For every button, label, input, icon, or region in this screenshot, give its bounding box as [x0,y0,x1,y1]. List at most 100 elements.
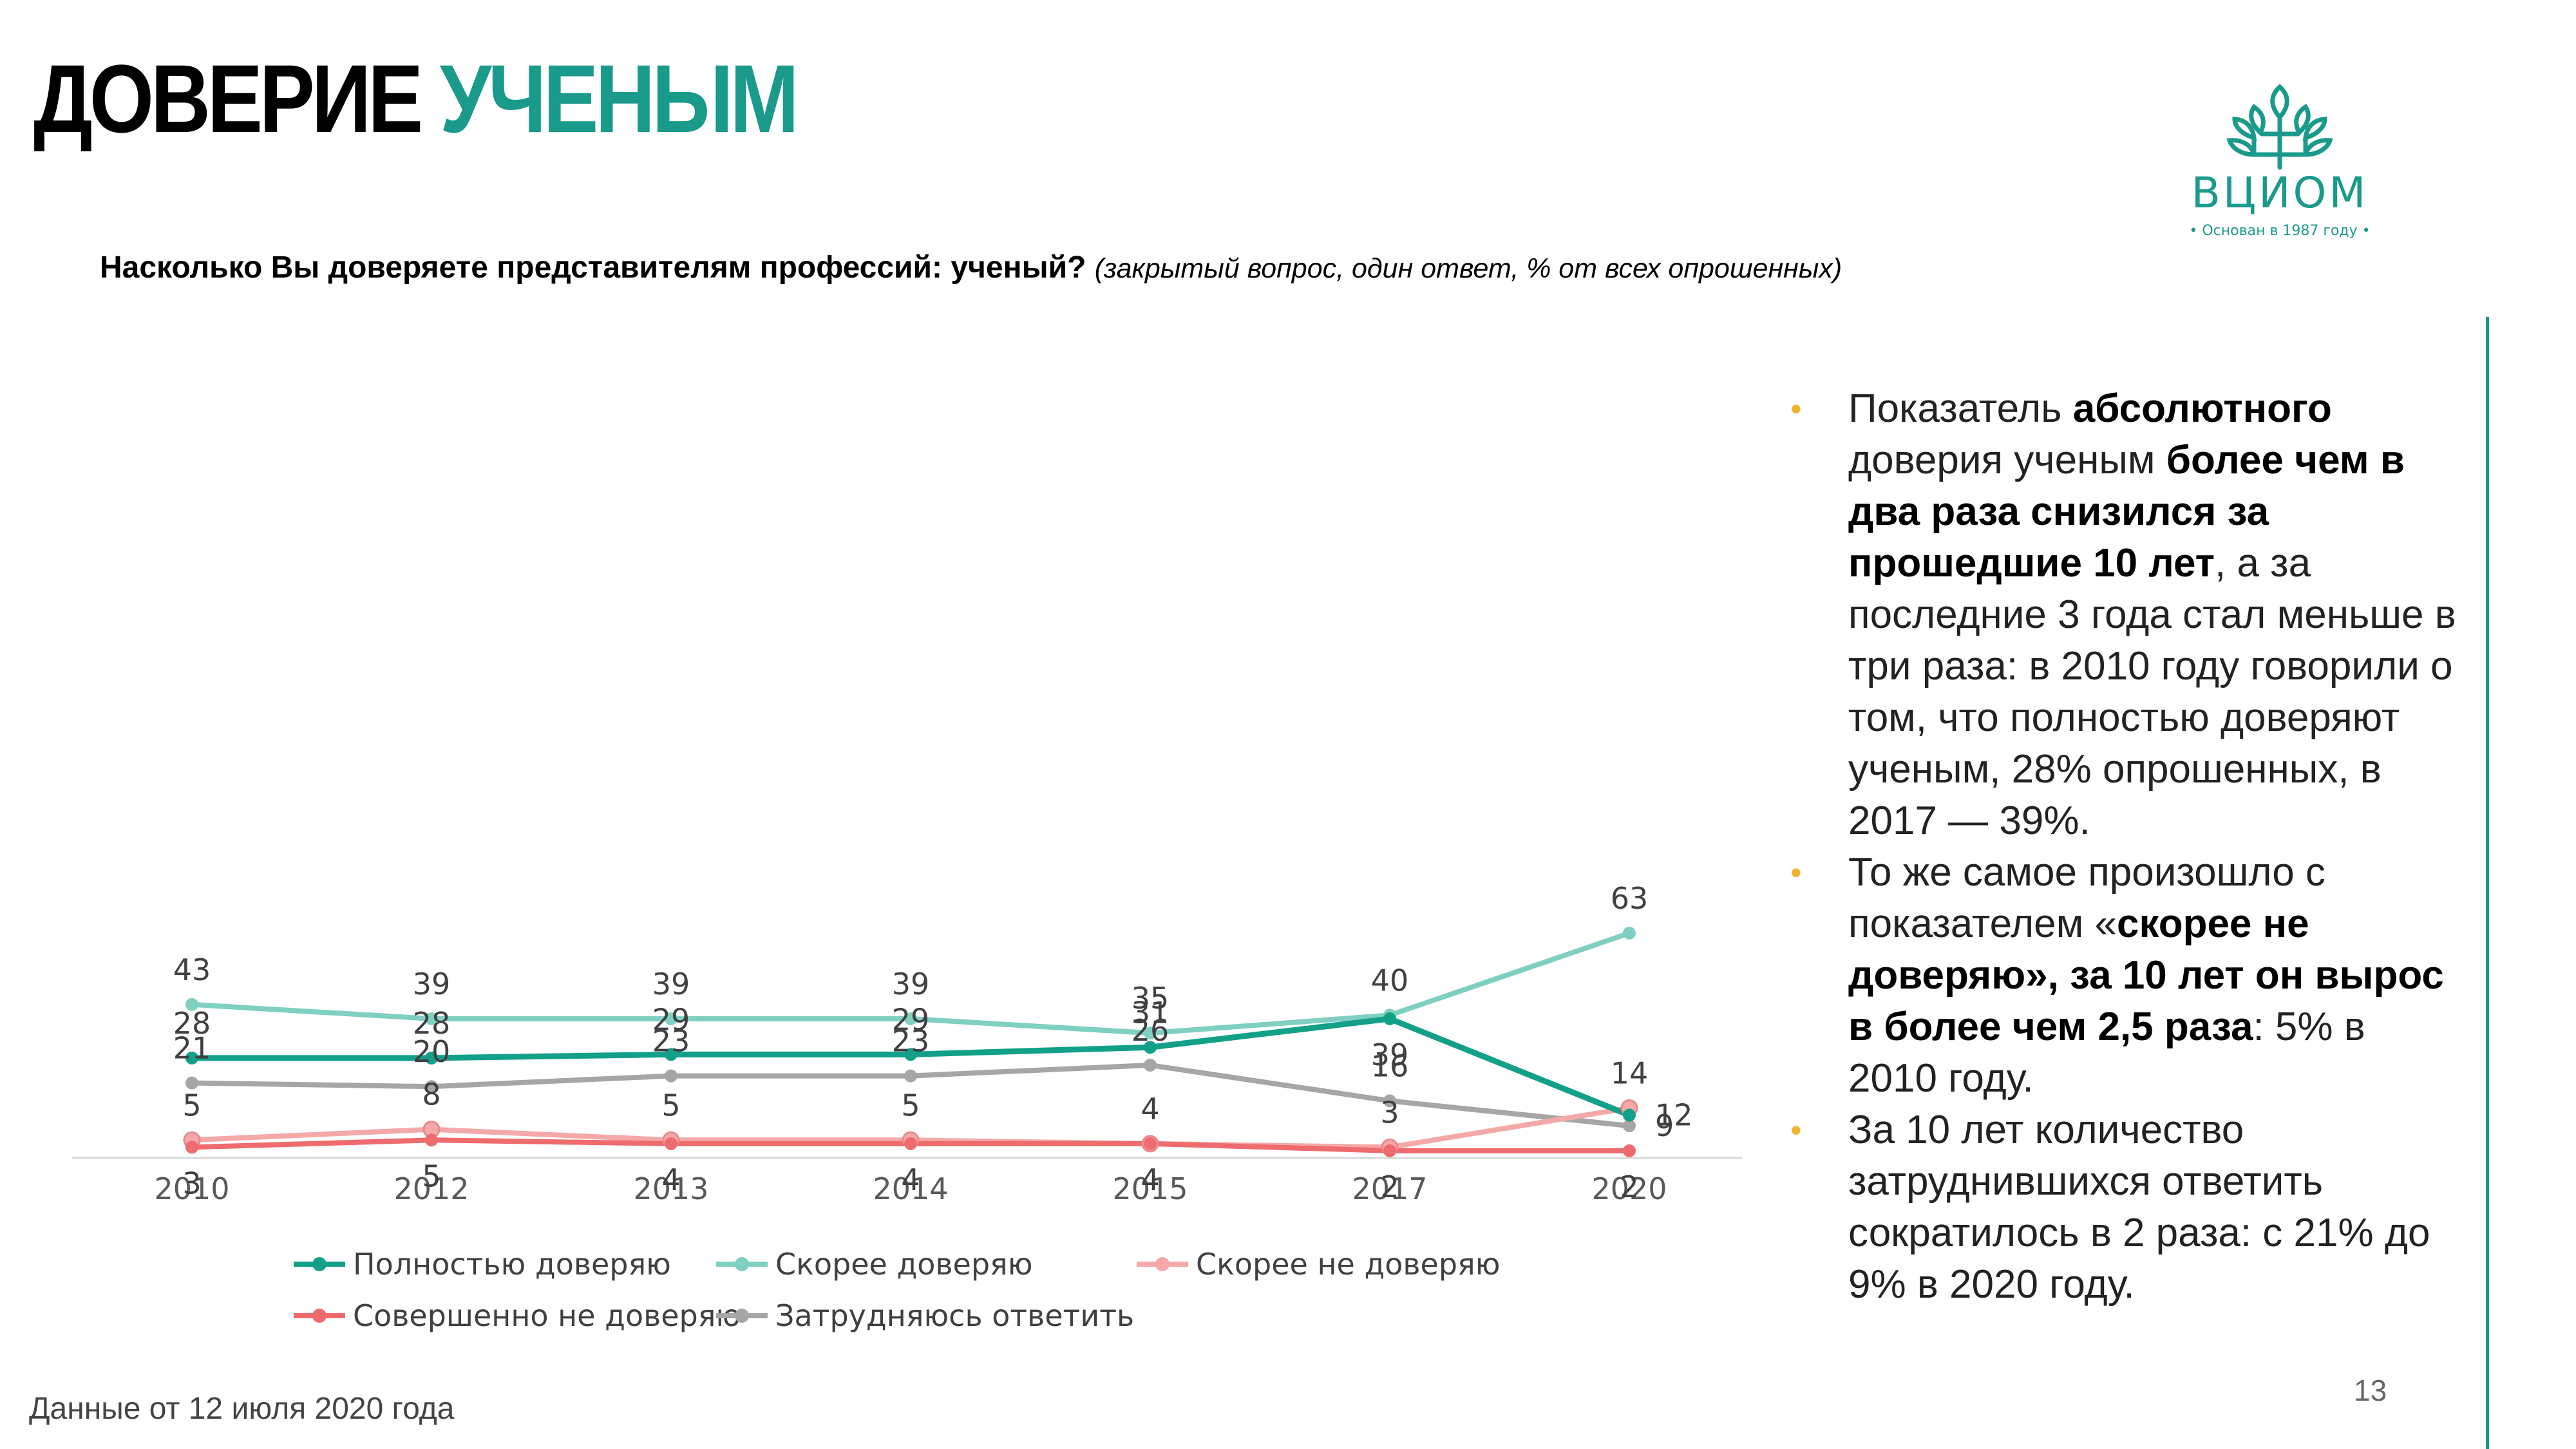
logo-name: ВЦИОМ [2192,168,2369,218]
finding-text: За 10 лет количество затруднившихся отве… [1848,1108,2430,1307]
data-label: 2 [1620,1170,1638,1204]
vciom-logo: ВЦИОМ • Основан в 1987 году • [2189,84,2371,239]
data-label: 9 [1655,1108,1674,1143]
data-point [185,1051,198,1065]
data-label: 3 [182,1166,201,1200]
data-point [904,1012,917,1025]
bullet-dot-icon: • [1790,391,1802,427]
data-label: 29 [892,1002,930,1037]
legend-marker [1155,1257,1170,1271]
data-label: 40 [1371,963,1409,998]
data-point [425,1051,438,1065]
data-label: 29 [652,1002,690,1037]
data-label: 39 [1371,1037,1409,1072]
finding-text: : 5% в 2010 году. [1848,1005,2365,1101]
data-point [665,1137,677,1150]
legend-marker [312,1257,327,1271]
legend-label: Полностью доверяю [353,1247,671,1282]
data-label: 20 [413,1034,451,1069]
finding-emphasis: абсолютного [2072,386,2332,431]
legend-label: Затрудняюсь ответить [775,1298,1134,1333]
data-point [185,1076,198,1090]
page-number: 13 [2354,1374,2387,1407]
data-label: 28 [173,1006,211,1041]
title-word-2: УЧЕНЫМ [439,44,799,153]
x-tick-label: 2015 [1112,1171,1188,1206]
data-point [425,1012,438,1025]
data-point [1383,1094,1396,1108]
data-point [425,1133,438,1147]
data-point [665,1069,677,1083]
data-label: 39 [652,967,690,1001]
data-label: 3 [1380,1095,1399,1130]
data-label: 63 [1611,881,1649,916]
data-label: 2 [1380,1170,1399,1204]
data-label: 4 [901,1162,920,1197]
data-point [665,1048,677,1061]
legend-label: Совершенно не доверяю [353,1298,741,1333]
data-point [1144,1058,1157,1072]
data-point [904,1048,917,1061]
data-point [1144,1137,1157,1150]
data-point [425,1080,438,1094]
x-tick-label: 2017 [1352,1171,1427,1206]
x-tick-label: 2014 [873,1171,948,1206]
bullet-dot-icon: • [1790,1112,1802,1148]
legend-marker [735,1257,749,1271]
finding-text: Показатель [1848,386,2073,431]
data-label: 12 [1655,1098,1693,1133]
data-point [1144,1041,1157,1054]
data-point [185,998,198,1011]
data-label: 28 [413,1006,451,1041]
x-tick-label: 2010 [154,1171,229,1206]
legend-label: Скорее не доверяю [1196,1247,1500,1282]
finding-item: • За 10 лет количество затруднившихся отв… [1777,1104,2460,1311]
data-label: 35 [1132,981,1170,1016]
title-word-1: ДОВЕРИЕ [33,44,423,153]
legend-label: Скорее доверяю [775,1247,1032,1282]
data-label: 39 [413,967,451,1001]
legend-marker [312,1309,327,1323]
data-label: 43 [173,952,211,987]
accent-divider [2486,317,2489,1449]
data-label: 4 [1141,1092,1159,1126]
data-point [1623,1144,1636,1157]
finding-text: , а за последние 3 года стал меньше в тр… [1848,541,2456,843]
finding-item: • То же самое произошло с показателем «ск… [1777,847,2460,1104]
data-label: 5 [661,1088,680,1122]
finding-text: То же самое произошло с показателем « [1848,850,2325,946]
x-tick-label: 2013 [633,1171,708,1206]
data-label: 4 [1141,1162,1159,1197]
bullet-dot-icon: • [1790,855,1802,891]
data-date-note: Данные от 12 июля 2020 года [29,1392,455,1426]
question-note: (закрытый вопрос, один ответ, % от всех … [1094,253,1842,284]
findings-list: • Показатель абсолютного доверия ученым б… [1777,383,2460,1311]
data-point [1623,926,1636,940]
page-title: ДОВЕРИЕ УЧЕНЫМ [33,50,799,147]
tree-icon [2226,84,2333,170]
data-label: 23 [652,1024,690,1059]
x-tick-label: 2012 [393,1171,469,1206]
data-label: 5 [422,1159,440,1193]
data-point [665,1012,677,1025]
data-label: 14 [1611,1056,1649,1090]
x-tick-label: 2020 [1591,1171,1667,1206]
data-point [1383,1012,1396,1025]
question-text: Насколько Вы доверяете представителям пр… [100,251,1086,285]
data-label: 31 [1132,995,1170,1030]
logo-tagline: • Основан в 1987 году • [2189,223,2370,239]
finding-item: • Показатель абсолютного доверия ученым б… [1777,383,2460,847]
survey-question: Насколько Вы доверяете представителям пр… [100,250,1842,285]
data-point [1144,1027,1157,1040]
data-label: 26 [1132,1013,1170,1048]
data-point [1623,1119,1636,1133]
data-point [1383,1144,1396,1157]
data-label: 23 [892,1024,930,1059]
data-point [1623,1108,1636,1122]
data-label: 5 [901,1088,920,1122]
finding-emphasis: более чем в два раза снизился за прошедш… [1848,438,2405,585]
data-point [904,1069,917,1083]
data-point [904,1137,917,1150]
finding-emphasis: скорее не доверяю», за 10 лет он вырос в… [1848,902,2444,1049]
